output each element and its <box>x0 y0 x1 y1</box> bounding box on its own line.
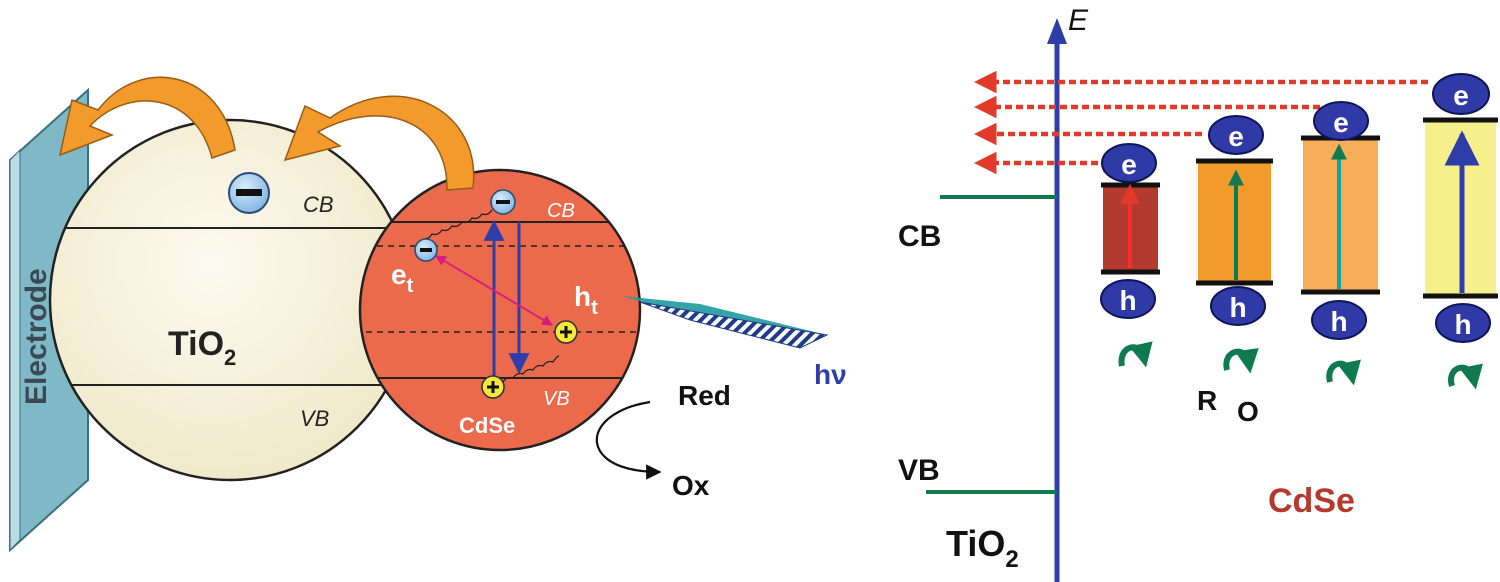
redox-couple: Red Ox <box>595 380 731 501</box>
redox-curl-2 <box>1223 347 1259 374</box>
injection-arrows <box>974 70 1428 175</box>
trapped-hole-label: ht <box>574 281 598 319</box>
tio2-to-electrode-arrow <box>58 76 236 159</box>
tio2-electron-icon <box>228 172 270 214</box>
cdse-right-label: CdSe <box>1268 482 1355 520</box>
hole-badge-1 <box>1100 279 1156 319</box>
tio2-particle: CB VB TiO2 <box>48 118 412 482</box>
red-label: Red <box>678 380 731 411</box>
hole-badge-1-label: h <box>1119 285 1136 316</box>
electron-badge-2 <box>1208 115 1264 155</box>
hole-badge-4 <box>1435 303 1491 343</box>
ox-label: Ox <box>672 470 710 501</box>
electron-badge-1-label: e <box>1121 149 1137 180</box>
light-label: hν <box>814 359 847 390</box>
hole-badge-4-label: h <box>1454 309 1471 340</box>
electrode-label: Electrode <box>20 268 53 405</box>
hole-badge-3 <box>1311 300 1367 340</box>
quantum-dot-4: e h <box>1423 73 1498 390</box>
redox-curl-3 <box>1326 359 1361 386</box>
quantum-dot-2: e h R O <box>1196 115 1273 427</box>
electrode-plate: Electrode <box>9 87 89 553</box>
trapped-hole-icon <box>554 320 578 344</box>
left-panel: Electrode CB VB TiO2 <box>9 76 847 553</box>
electron-badge-1 <box>1101 143 1157 183</box>
right-panel: E CB VB TiO2 e h <box>898 4 1498 582</box>
energy-axis-arrowhead <box>1047 18 1067 44</box>
hole-badge-2 <box>1210 286 1266 326</box>
cdse-particle: CB VB CdSe et <box>358 168 642 452</box>
redox-o-label: O <box>1237 396 1259 427</box>
electron-badge-4 <box>1432 73 1490 115</box>
tio2-cb-label: CB <box>303 192 334 217</box>
electron-badge-3-label: e <box>1333 107 1349 138</box>
trap-h-wavy <box>502 355 560 383</box>
cdse-vb-label: VB <box>543 388 570 410</box>
tio2-right-label: TiO2 <box>946 523 1019 573</box>
tio2-vb-label: VB <box>300 406 329 431</box>
transfer-arrows <box>58 76 475 191</box>
trap-e-wavy <box>425 209 493 240</box>
quantum-dot-1: e h <box>1100 143 1160 368</box>
cdse-to-tio2-arrow <box>283 95 475 191</box>
trapped-electron-icon <box>414 238 438 262</box>
cdse-cb-label: CB <box>547 200 575 222</box>
tio2-vb-level-label: VB <box>898 454 940 487</box>
hole-badge-3-label: h <box>1330 306 1347 337</box>
electron-badge-2-label: e <box>1228 121 1244 152</box>
redox-curl-1 <box>1118 341 1153 368</box>
quantum-dot-3: e h <box>1301 101 1380 386</box>
tio2-cb-level-label: CB <box>898 220 941 253</box>
cdse-electron-icon <box>490 189 516 215</box>
light-beam: hν <box>622 296 847 390</box>
electron-badge-3 <box>1313 101 1369 141</box>
tio2-label: TiO2 <box>168 325 236 370</box>
trapped-electron-label: et <box>391 259 414 297</box>
electron-badge-4-label: e <box>1453 80 1469 111</box>
trap-recombination-arrow <box>435 255 553 326</box>
redox-curl-4 <box>1448 363 1483 390</box>
cdse-label: CdSe <box>459 413 515 438</box>
cdse-hole-icon <box>481 375 505 399</box>
energy-axis-label: E <box>1068 4 1089 37</box>
hole-badge-2-label: h <box>1229 292 1246 323</box>
redox-arrow <box>595 400 662 480</box>
redox-r-label: R <box>1197 385 1217 416</box>
